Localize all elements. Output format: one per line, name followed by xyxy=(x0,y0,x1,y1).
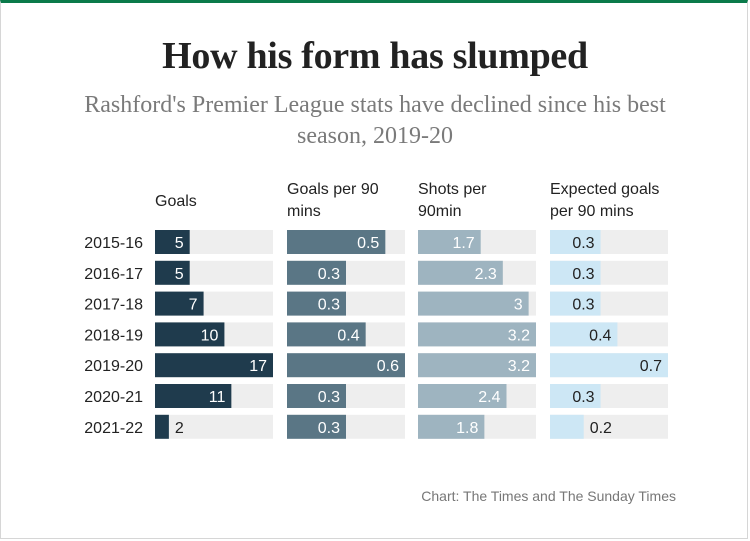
bar xyxy=(550,384,601,408)
bar xyxy=(155,291,204,316)
season-label: 2019-20 xyxy=(84,358,143,375)
bar xyxy=(287,291,346,316)
bar xyxy=(550,322,618,347)
data-label: 0.4 xyxy=(337,327,359,344)
bar xyxy=(418,291,529,316)
bar xyxy=(155,384,232,408)
chart-title: How his form has slumped xyxy=(162,35,588,77)
bar xyxy=(418,353,536,378)
bar xyxy=(418,260,503,285)
bar-track xyxy=(155,414,273,439)
season-label: 2016-17 xyxy=(84,266,143,283)
data-label: 5 xyxy=(175,235,184,252)
data-label: 5 xyxy=(175,266,184,283)
data-label: 2 xyxy=(175,420,184,437)
bar xyxy=(287,322,366,347)
data-label: 0.3 xyxy=(318,389,340,406)
panel-title: mins xyxy=(287,203,321,220)
bar xyxy=(287,260,346,285)
panel-title: Shots per xyxy=(418,181,487,198)
data-label: 0.3 xyxy=(572,389,594,406)
panel-title: Goals xyxy=(155,193,197,210)
data-label: 0.7 xyxy=(640,358,662,375)
chart-source: Chart: The Times and The Sunday Times xyxy=(421,488,676,504)
data-label: 2.4 xyxy=(478,389,500,406)
data-label: 0.3 xyxy=(318,420,340,437)
data-label: 11 xyxy=(209,389,226,406)
bar xyxy=(287,230,386,254)
data-label: 0.3 xyxy=(318,266,340,283)
bar xyxy=(550,414,584,439)
bar xyxy=(418,230,481,254)
bar xyxy=(287,353,405,378)
data-label: 3 xyxy=(514,297,523,314)
data-label: 10 xyxy=(201,327,219,344)
bar xyxy=(155,322,225,347)
bar xyxy=(550,260,601,285)
data-label: 3.2 xyxy=(508,327,530,344)
bar xyxy=(155,414,169,439)
data-label: 0.2 xyxy=(590,420,612,437)
data-label: 0.5 xyxy=(357,235,379,252)
bar xyxy=(418,414,485,439)
bar xyxy=(418,322,536,347)
data-label: 0.3 xyxy=(572,235,594,252)
season-label: 2021-22 xyxy=(84,420,143,437)
data-label: 3.2 xyxy=(508,358,530,375)
season-label: 2015-16 xyxy=(84,235,143,252)
panel-title: per 90 mins xyxy=(550,203,634,220)
data-label: 17 xyxy=(249,358,267,375)
bar xyxy=(155,230,190,254)
bar xyxy=(550,230,601,254)
data-label: 0.6 xyxy=(377,358,399,375)
bar xyxy=(550,353,668,378)
chart-subtitle: Rashford's Premier League stats have dec… xyxy=(84,92,666,149)
bar xyxy=(418,384,507,408)
data-label: 7 xyxy=(189,297,198,314)
season-label: 2020-21 xyxy=(84,389,143,406)
bar xyxy=(155,353,273,378)
data-label: 0.3 xyxy=(572,297,594,314)
panel-title: Goals per 90 xyxy=(287,181,379,198)
panel-title: 90min xyxy=(418,203,462,220)
data-label: 2.3 xyxy=(475,266,497,283)
data-label: 0.3 xyxy=(572,266,594,283)
panel-title: Expected goals xyxy=(550,181,659,198)
bar xyxy=(287,414,346,439)
data-label: 0.3 xyxy=(318,297,340,314)
data-label: 1.7 xyxy=(452,235,474,252)
bar xyxy=(550,291,601,316)
bar xyxy=(155,260,190,285)
season-label: 2018-19 xyxy=(84,327,143,344)
data-label: 0.4 xyxy=(589,327,611,344)
data-label: 1.8 xyxy=(456,420,478,437)
bar xyxy=(287,384,346,408)
season-label: 2017-18 xyxy=(84,297,143,314)
